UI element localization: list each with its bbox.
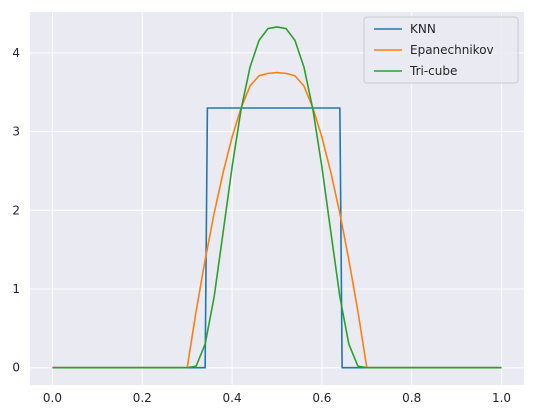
y-tick-label: 1 — [12, 282, 20, 296]
series-line-epanechnikov — [52, 71, 502, 369]
legend: KNN Epanechnikov Tri-cube — [363, 16, 519, 84]
y-tick-label: 4 — [12, 46, 20, 60]
y-axis-ticks: 0 1 2 3 4 — [12, 46, 20, 375]
x-tick-label: 0.0 — [43, 391, 62, 405]
legend-label-tri-cube: Tri-cube — [409, 64, 457, 78]
x-axis-ticks: 0.0 0.2 0.4 0.6 0.8 1.0 — [43, 391, 511, 405]
y-tick-label: 0 — [12, 361, 20, 375]
y-tick-label: 3 — [12, 125, 20, 139]
x-tick-label: 0.2 — [133, 391, 152, 405]
y-tick-label: 2 — [12, 203, 20, 217]
legend-label-knn: KNN — [410, 22, 436, 36]
x-tick-label: 1.0 — [492, 391, 511, 405]
series-lines — [52, 26, 502, 369]
legend-label-epanechnikov: Epanechnikov — [410, 43, 494, 57]
x-tick-label: 0.4 — [223, 391, 242, 405]
series-line-tri-cube — [52, 26, 502, 369]
x-tick-label: 0.8 — [402, 391, 421, 405]
legend-box — [363, 16, 519, 84]
x-tick-label: 0.6 — [312, 391, 331, 405]
